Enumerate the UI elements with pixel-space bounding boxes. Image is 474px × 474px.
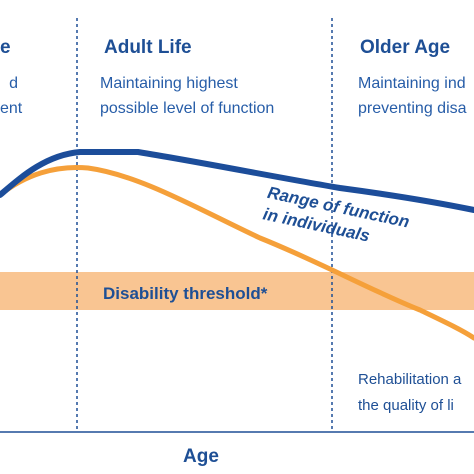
adult-life-title: Adult Life — [104, 37, 192, 58]
rehabilitation-line1: Rehabilitation a — [358, 371, 462, 388]
lower-function-curve — [0, 164, 474, 341]
early-stage-desc-line2: ent — [0, 100, 23, 117]
adult-life-desc-line1: Maintaining highest — [100, 75, 238, 92]
rehabilitation-text: Rehabilitation a the quality of li — [358, 367, 461, 419]
rehabilitation-line2: the quality of li — [358, 397, 454, 414]
adult-life-desc: Maintaining highest possible level of fu… — [100, 71, 274, 121]
older-age-desc: Maintaining ind preventing disa — [358, 71, 467, 121]
early-stage-desc-line1: d — [9, 75, 18, 92]
early-stage-desc: d ent — [0, 71, 22, 121]
adult-life-desc-line2: possible level of function — [100, 100, 275, 117]
disability-threshold-band — [0, 272, 474, 310]
older-age-desc-line2: preventing disa — [358, 100, 467, 117]
x-axis-label: Age — [183, 446, 219, 467]
disability-threshold-label: Disability threshold* — [103, 284, 268, 303]
upper-function-curve — [0, 149, 474, 213]
early-stage-title-fragment: e — [0, 37, 11, 58]
older-age-desc-line1: Maintaining ind — [358, 75, 466, 92]
older-age-title: Older Age — [360, 37, 451, 58]
